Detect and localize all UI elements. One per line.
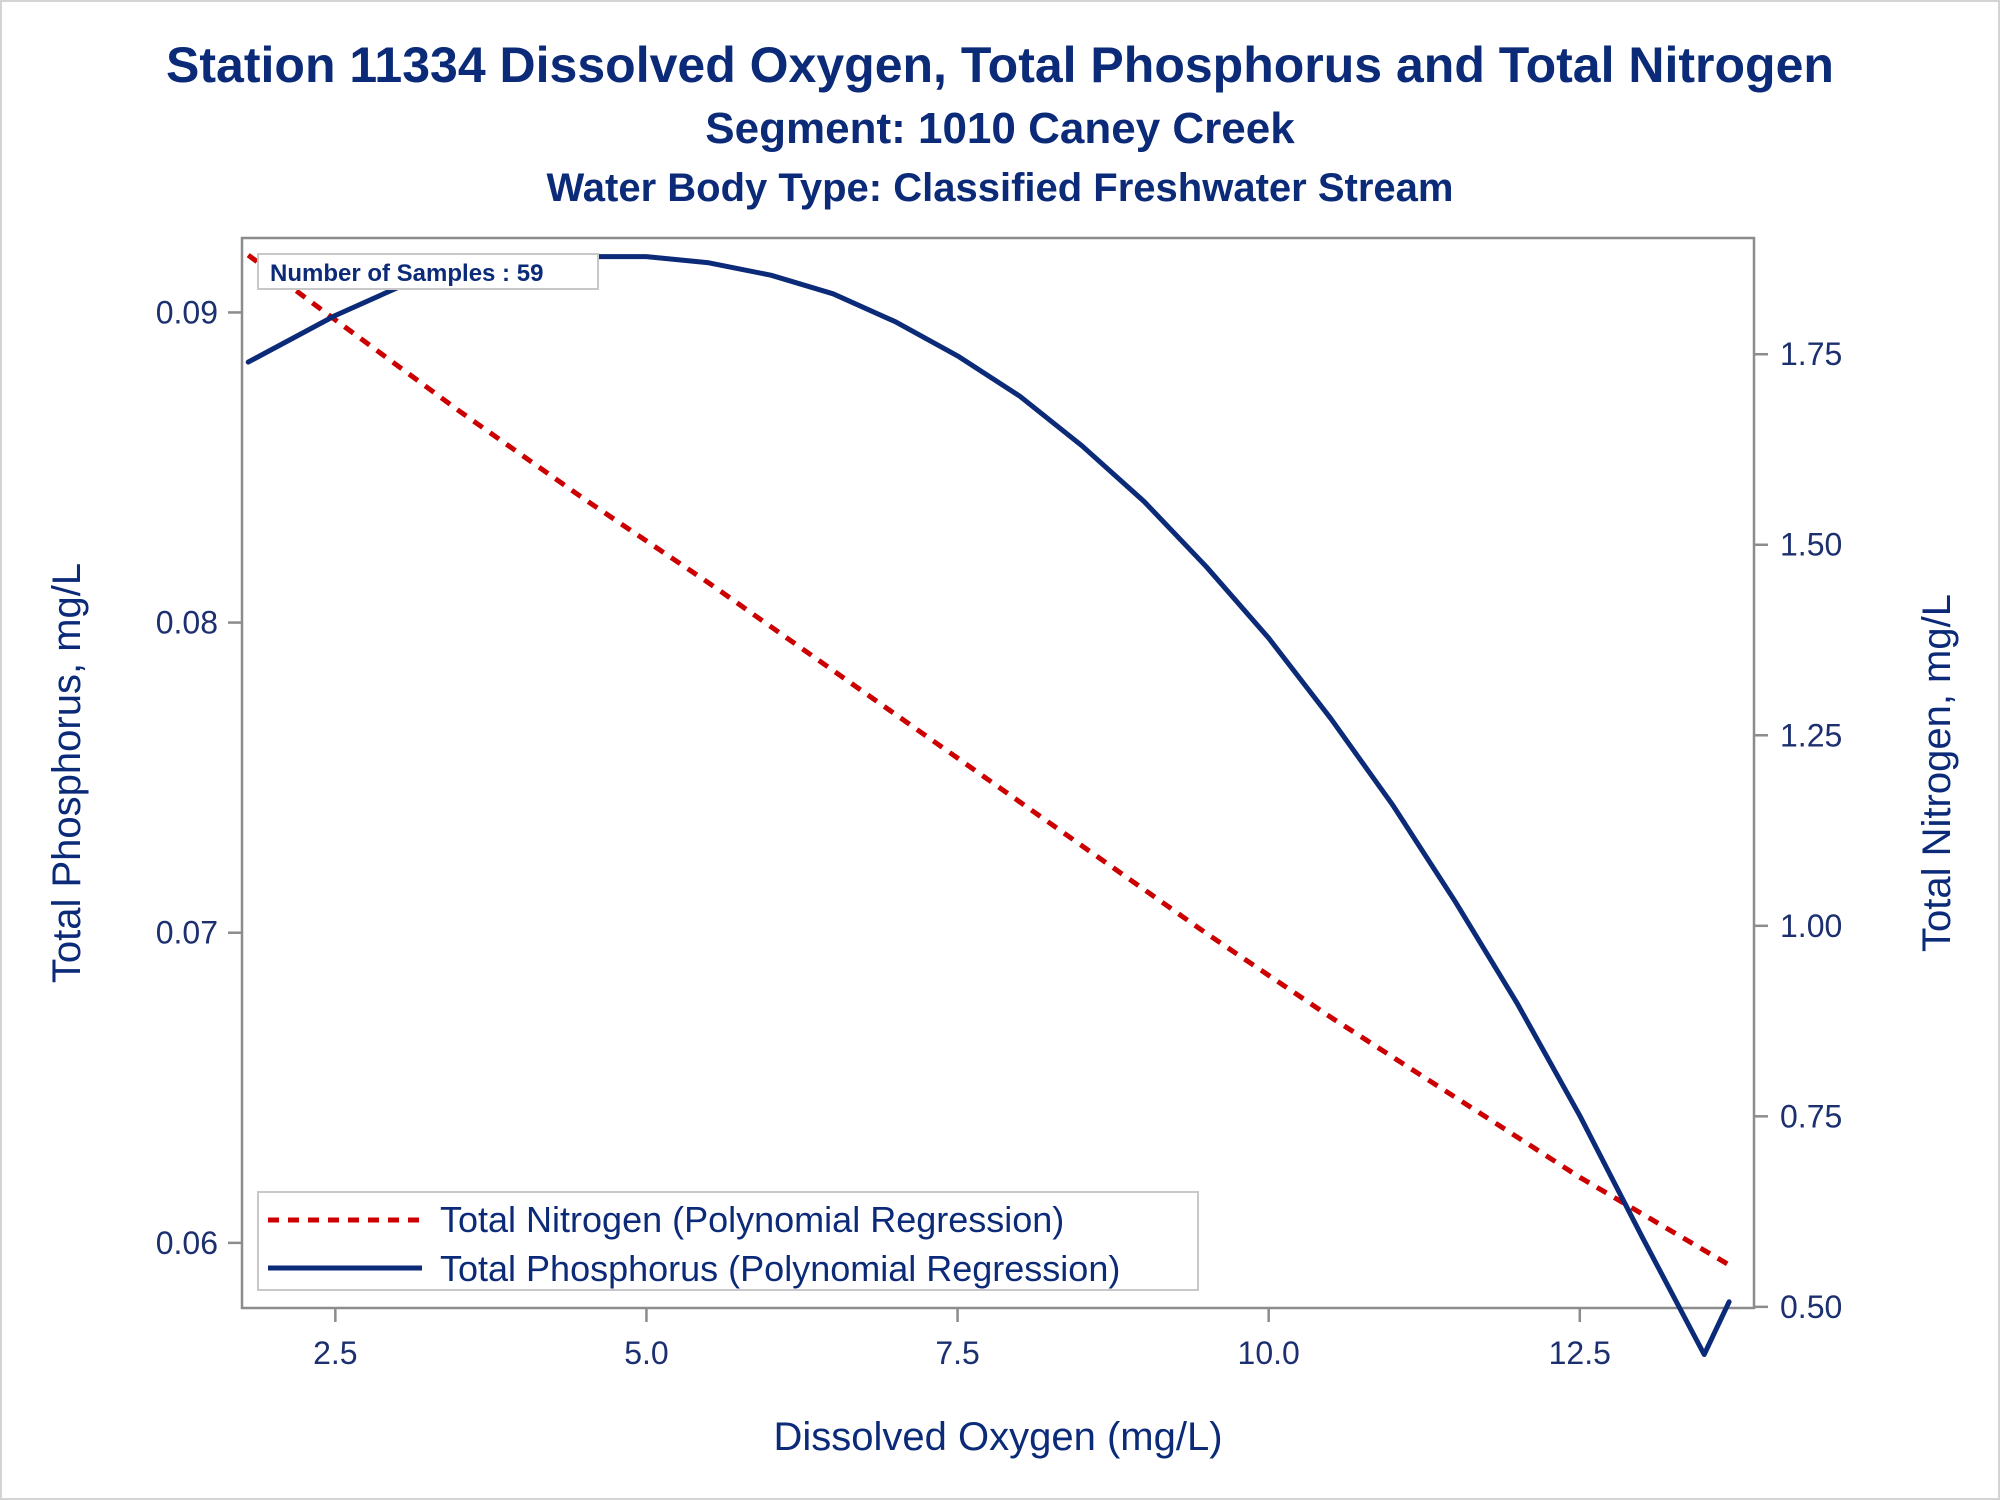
y-right-tick-label: 1.75 [1780, 336, 1842, 372]
chart-subtitle-segment: Segment: 1010 Caney Creek [705, 104, 1295, 153]
x-tick-label: 7.5 [935, 1335, 979, 1371]
y-right-tick-label: 1.25 [1780, 717, 1842, 753]
y-left-tick-label: 0.07 [156, 915, 218, 951]
samples-annotation-box [257, 253, 599, 290]
plot-area [240, 236, 1756, 1310]
samples-annotation-text: Number of Samples : 59 [270, 260, 543, 287]
chart-title: Station 11334 Dissolved Oxygen, Total Ph… [166, 37, 1834, 93]
series-line-total-phosphorus [245, 254, 1732, 1357]
samples-annotation: Number of Samples : 59 [257, 253, 599, 290]
series-line-total-nitrogen [246, 253, 1731, 1268]
legend-box [257, 1191, 1199, 1291]
y-right-tick-label: 0.50 [1780, 1289, 1842, 1325]
y-right-tick-label: 1.00 [1780, 908, 1842, 944]
y-right-axis-label: Total Nitrogen, mg/L [1915, 594, 1959, 952]
y-right-tick-label: 1.50 [1780, 527, 1842, 563]
legend-label-nitrogen: Total Nitrogen (Polynomial Regression) [440, 1199, 1064, 1240]
y-left-tick-label: 0.09 [156, 294, 218, 330]
x-axis-label: Dissolved Oxygen (mg/L) [773, 1415, 1222, 1459]
y-right-tick-label: 0.75 [1780, 1098, 1842, 1134]
x-tick-label: 5.0 [624, 1335, 668, 1371]
legend-label-phosphorus: Total Phosphorus (Polynomial Regression) [440, 1248, 1120, 1289]
legend: Total Nitrogen (Polynomial Regression) T… [257, 1191, 1199, 1291]
x-tick-label: 2.5 [313, 1335, 357, 1371]
x-tick-label: 12.5 [1549, 1335, 1611, 1371]
x-tick-label: 10.0 [1238, 1335, 1300, 1371]
y-left-tick-label: 0.06 [156, 1225, 218, 1261]
y-left-tick-label: 0.08 [156, 605, 218, 641]
chart-subtitle-waterbody: Water Body Type: Classified Freshwater S… [546, 166, 1454, 210]
y-left-axis-label: Total Phosphorus, mg/L [45, 563, 89, 983]
